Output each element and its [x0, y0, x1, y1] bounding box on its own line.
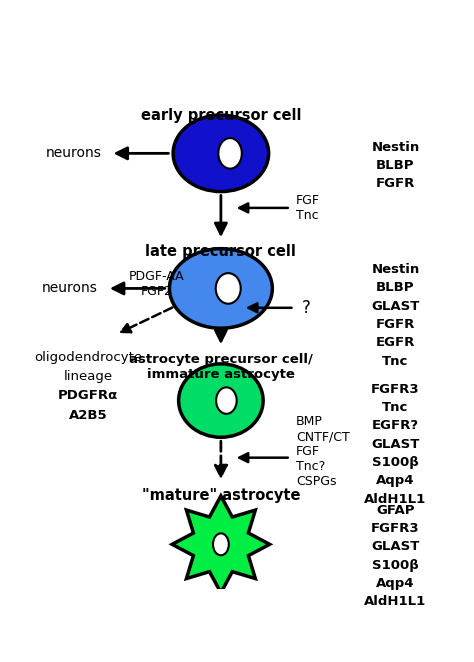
Ellipse shape	[219, 138, 242, 169]
Text: PDGF-AA
FGF2: PDGF-AA FGF2	[129, 269, 184, 298]
Text: Nestin: Nestin	[371, 140, 419, 154]
Text: FGFR: FGFR	[376, 318, 415, 331]
Text: Tnc: Tnc	[382, 355, 409, 367]
Text: S100β: S100β	[372, 456, 419, 469]
Text: BMP
CNTF/CT
FGF
Tnc?
CSPGs: BMP CNTF/CT FGF Tnc? CSPGs	[296, 415, 350, 488]
Text: A2B5: A2B5	[69, 408, 107, 422]
Text: GLAST: GLAST	[371, 438, 419, 451]
Text: oligodendrocyte: oligodendrocyte	[34, 351, 142, 363]
Circle shape	[213, 534, 229, 555]
Text: late precursor cell: late precursor cell	[146, 244, 296, 259]
Text: EGFR: EGFR	[376, 336, 415, 350]
Polygon shape	[172, 496, 270, 592]
Ellipse shape	[173, 115, 269, 191]
Text: lineage: lineage	[64, 370, 112, 383]
Text: FGFR3: FGFR3	[371, 383, 419, 396]
Text: AldH1L1: AldH1L1	[364, 493, 427, 506]
Text: EGFR?: EGFR?	[372, 420, 419, 432]
Text: neurons: neurons	[46, 146, 101, 160]
Text: astrocyte precursor cell/
immature astrocyte: astrocyte precursor cell/ immature astro…	[129, 353, 313, 381]
Ellipse shape	[179, 364, 263, 438]
Text: ?: ?	[301, 299, 310, 317]
Text: FGFR3: FGFR3	[371, 522, 419, 535]
Ellipse shape	[216, 387, 237, 414]
Text: GLAST: GLAST	[371, 300, 419, 312]
Text: BLBP: BLBP	[376, 159, 415, 172]
Text: BLBP: BLBP	[376, 281, 415, 295]
Text: FGF
Tnc: FGF Tnc	[296, 194, 320, 222]
Text: GLAST: GLAST	[371, 540, 419, 553]
Text: PDGFRα: PDGFRα	[58, 389, 118, 402]
Text: "mature" astrocyte: "mature" astrocyte	[142, 489, 300, 503]
Text: Nestin: Nestin	[371, 263, 419, 276]
Text: S100β: S100β	[372, 559, 419, 571]
Ellipse shape	[216, 273, 241, 304]
Text: AldH1L1: AldH1L1	[364, 595, 427, 608]
Text: early precursor cell: early precursor cell	[141, 109, 301, 124]
Text: Tnc: Tnc	[382, 401, 409, 414]
Ellipse shape	[170, 249, 272, 328]
Text: Aqp4: Aqp4	[376, 475, 415, 487]
Text: neurons: neurons	[42, 281, 98, 295]
Text: Aqp4: Aqp4	[376, 577, 415, 590]
Text: FGFR: FGFR	[376, 177, 415, 190]
Text: GFAP: GFAP	[376, 504, 415, 516]
